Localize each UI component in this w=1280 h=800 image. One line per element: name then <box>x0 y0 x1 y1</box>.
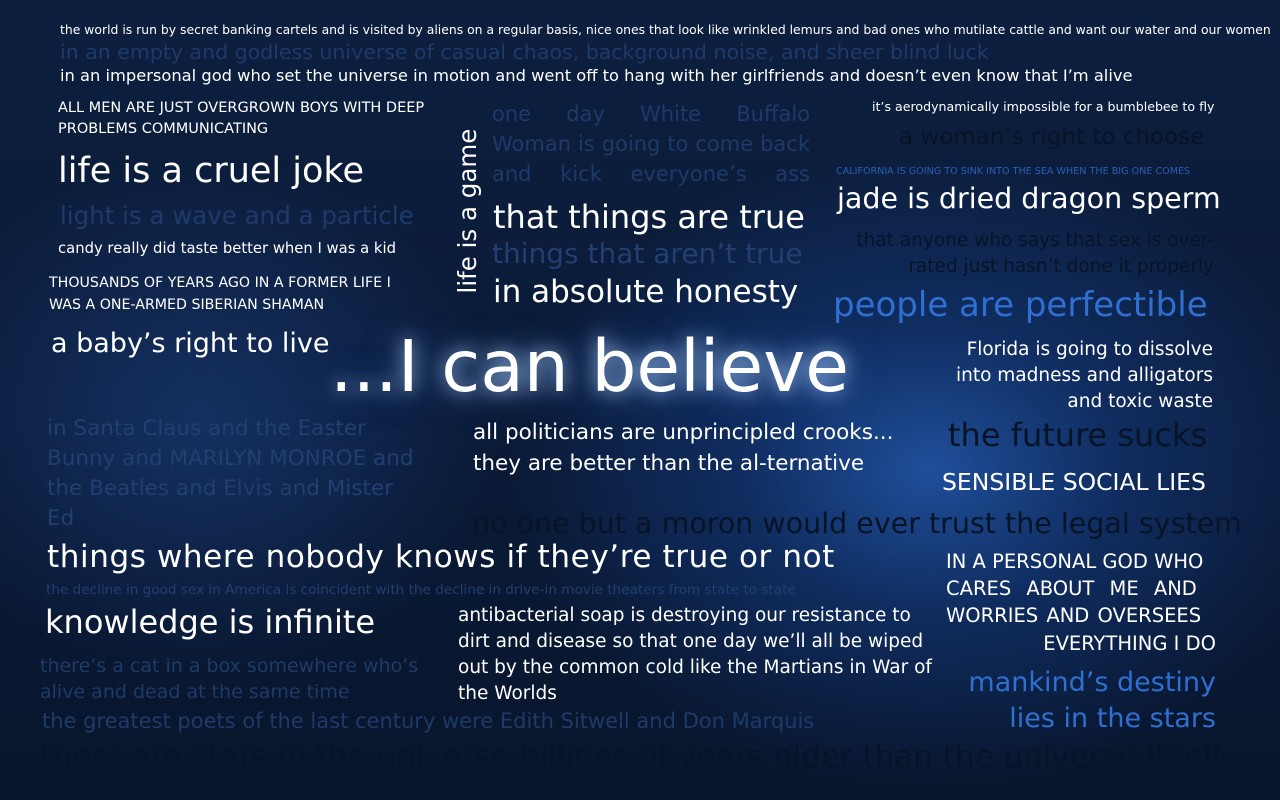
phrase-personal-god-3: WORRIES AND OVERSEES <box>946 604 1202 627</box>
phrase-destiny-1: mankind’s destiny <box>968 667 1216 698</box>
phrase-things-true: that things are true <box>493 198 805 236</box>
phrase-antibacterial: antibacterial soap is destroying our res… <box>458 605 932 704</box>
phrase-florida: Florida is going to dissolve into madnes… <box>955 339 1213 412</box>
phrase-social-lies: SENSIBLE SOCIAL LIES <box>942 468 1206 496</box>
phrase-cat-box: there’s a cat in a box somewhere who’s a… <box>40 655 419 703</box>
phrase-candy: candy really did taste better when I was… <box>58 240 396 257</box>
phrase-shaman: THOUSANDS OF YEARS AGO IN A FORMER LIFE … <box>49 275 391 313</box>
phrase-cruel-joke: life is a cruel joke <box>58 151 364 191</box>
headline-i-can-believe: ...I can believe <box>330 325 849 408</box>
phrase-all-men: ALL MEN ARE JUST OVERGROWN BOYS WITH DEE… <box>58 100 425 137</box>
phrase-womans-right: a woman’s right to choose <box>899 124 1205 150</box>
phrase-california: CALIFORNIA IS GOING TO SINK INTO THE SEA… <box>836 166 1191 177</box>
phrase-babys-right: a baby’s right to live <box>51 328 330 359</box>
phrase-perfectible: people are perfectible <box>833 285 1208 325</box>
phrase-knowledge: knowledge is infinite <box>45 603 376 641</box>
phrase-personal-god-1: IN A PERSONAL GOD WHO <box>946 550 1204 573</box>
phrase-politicians: all politicians are unprincipled crooks.… <box>473 420 894 476</box>
phrase-stars-older: there are stars in the universe billions… <box>40 739 1223 775</box>
phrase-bumblebee: it’s aerodynamically impossible for a bu… <box>872 99 1215 114</box>
phrase-future-sucks: the future sucks <box>948 416 1208 454</box>
phrase-not-true: things that aren’t true <box>492 237 803 270</box>
phrase-poets: the greatest poets of the last century w… <box>42 709 815 733</box>
phrase-game: life is a game <box>452 128 482 294</box>
phrase-santa: in Santa Claus and the Easter Bunny and … <box>47 416 414 531</box>
phrase-nobody-knows: things where nobody knows if they’re tru… <box>47 539 835 575</box>
phrase-impersonal-god: in an impersonal god who set the univers… <box>60 66 1133 85</box>
phrase-personal-god-4: EVERYTHING I DO <box>1043 632 1216 655</box>
phrase-honesty: in absolute honesty <box>493 274 799 310</box>
phrase-light-wave: light is a wave and a particle <box>60 201 414 230</box>
phrase-sex-overrated-1: that anyone who says that sex is over- <box>856 230 1214 251</box>
phrase-banking: the world is run by secret banking carte… <box>60 22 1271 37</box>
phrase-moron: no one but a moron would ever trust the … <box>472 507 1242 540</box>
phrase-personal-god-2: CARES ABOUT ME AND <box>946 577 1197 600</box>
phrase-destiny-2: lies in the stars <box>1009 703 1216 734</box>
phrase-empty-universe: in an empty and godless universe of casu… <box>60 40 989 64</box>
phrase-jade: jade is dried dragon sperm <box>837 182 1221 215</box>
phrase-drive-in: the decline in good sex in America is co… <box>46 582 796 598</box>
phrase-sex-overrated-2: rated just hasn’t done it properly <box>908 256 1214 277</box>
phrase-buffalo: one day White Buffalo Woman is going to … <box>492 102 810 186</box>
